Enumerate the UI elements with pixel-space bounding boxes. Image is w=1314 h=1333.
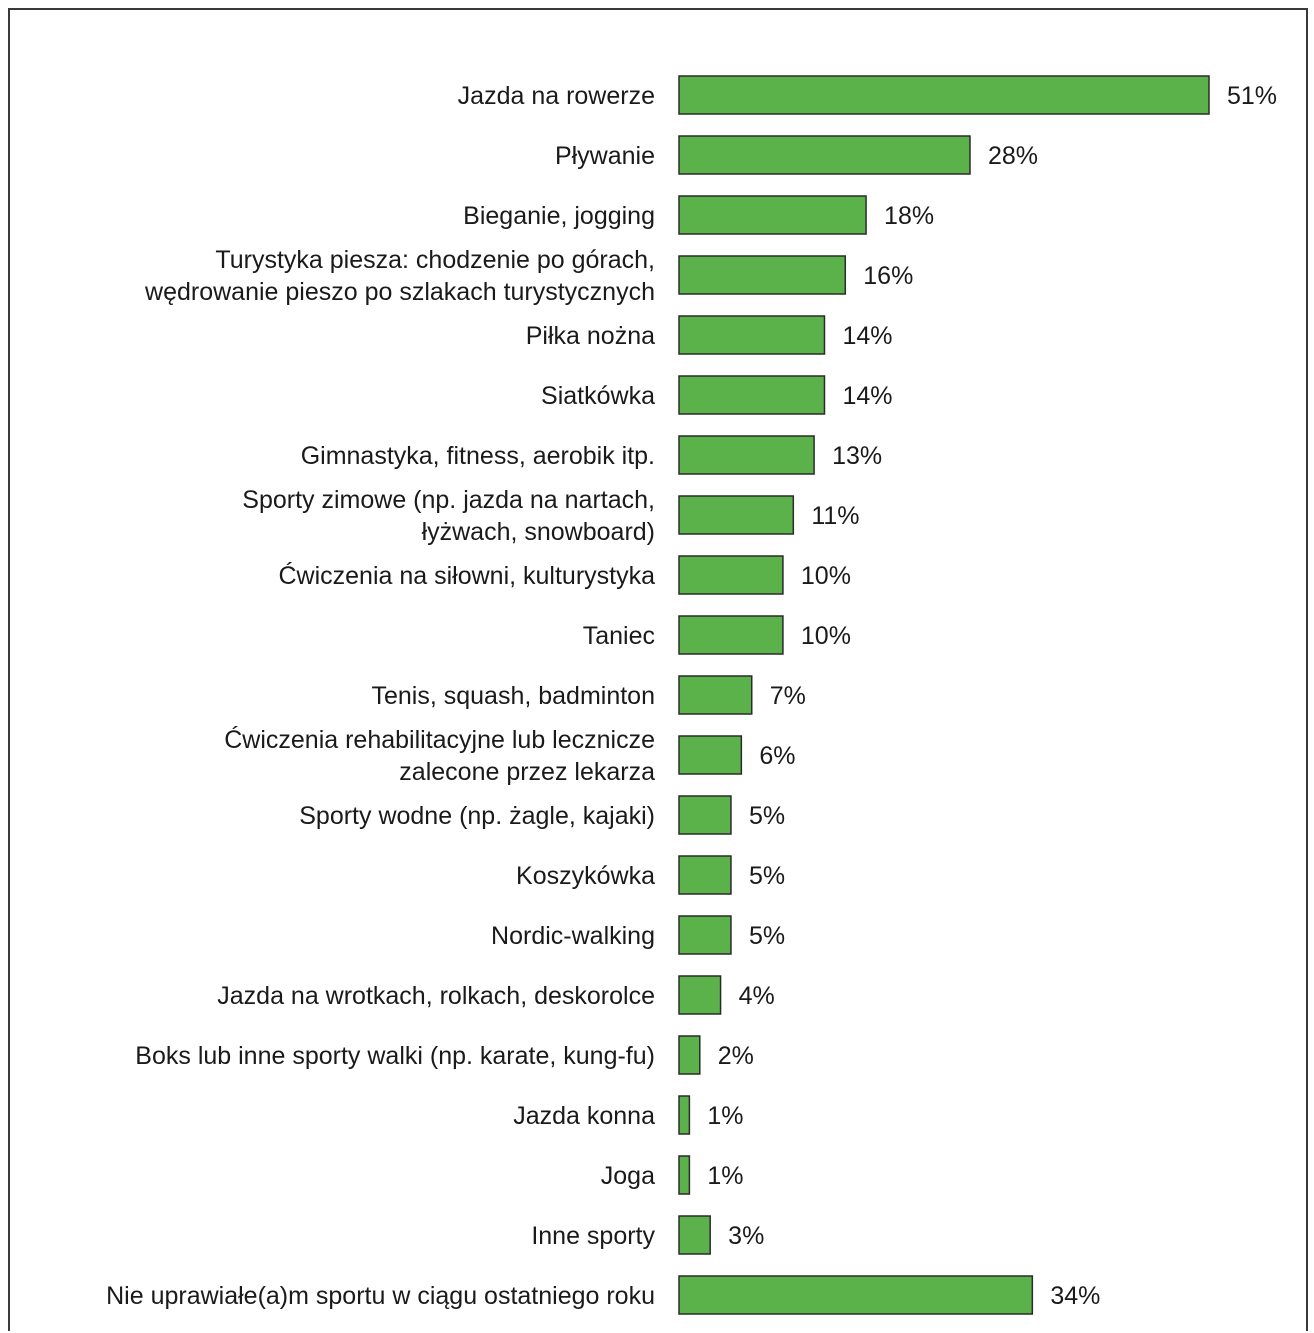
bar [678, 555, 784, 595]
category-label: Pływanie [555, 142, 655, 170]
category-label: Inne sporty [531, 1222, 655, 1250]
data-label: 18% [884, 202, 934, 230]
category-label: Turystyka piesza: chodzenie po górach, [215, 246, 655, 274]
bar [678, 795, 732, 835]
data-label: 7% [770, 682, 806, 710]
category-label: Piłka nożna [526, 322, 655, 350]
category-label: Boks lub inne sporty walki (np. karate, … [135, 1042, 655, 1070]
bar [678, 855, 732, 895]
data-label: 16% [863, 262, 913, 290]
bar [678, 195, 867, 235]
bar [678, 915, 732, 955]
bar [678, 75, 1210, 115]
category-label: Sporty zimowe (np. jazda na nartach, [242, 486, 655, 514]
category-label: Koszykówka [516, 862, 655, 890]
bar [678, 975, 722, 1015]
data-label: 1% [707, 1162, 743, 1190]
category-label: Sporty wodne (np. żagle, kajaki) [299, 802, 655, 830]
category-label: Jazda na wrotkach, rolkach, deskorolce [217, 982, 655, 1010]
bar [678, 735, 743, 775]
data-label: 28% [988, 142, 1038, 170]
data-label: 6% [759, 742, 795, 770]
bar [678, 1275, 1034, 1315]
bar [678, 255, 847, 295]
bar [678, 435, 815, 475]
data-label: 10% [801, 622, 851, 650]
category-label: Nordic-walking [491, 922, 655, 950]
data-label: 4% [739, 982, 775, 1010]
data-label: 5% [749, 862, 785, 890]
category-label: Ćwiczenia rehabilitacyjne lub lecznicze [224, 725, 655, 754]
data-label: 34% [1050, 1282, 1100, 1310]
category-label: Bieganie, jogging [463, 202, 655, 230]
bar [678, 135, 971, 175]
data-label: 11% [811, 502, 859, 530]
category-label: zalecone przez lekarza [399, 758, 655, 786]
category-label: Jazda na rowerze [458, 82, 655, 110]
bar [678, 1215, 711, 1255]
data-label: 13% [832, 442, 882, 470]
category-label: Gimnastyka, fitness, aerobik itp. [301, 442, 655, 470]
data-label: 5% [749, 802, 785, 830]
category-label: wędrowanie pieszo po szlakach turystyczn… [144, 278, 655, 306]
bar [678, 1095, 691, 1135]
category-label: Taniec [583, 622, 655, 650]
bar [678, 495, 795, 535]
bar [678, 1155, 691, 1195]
category-label: Ćwiczenia na siłowni, kulturystyka [278, 561, 655, 590]
category-label: Jazda konna [513, 1102, 655, 1130]
data-label: 1% [707, 1102, 743, 1130]
bar [678, 675, 753, 715]
category-label: Joga [601, 1162, 655, 1190]
bar [678, 375, 826, 415]
category-label: Nie uprawiałe(a)m sportu w ciągu ostatni… [106, 1282, 655, 1310]
chart-frame [8, 8, 1308, 1331]
bar [678, 1035, 701, 1075]
data-label: 3% [728, 1222, 764, 1250]
data-label: 14% [842, 322, 892, 350]
category-label: łyżwach, snowboard) [422, 518, 655, 546]
data-label: 14% [842, 382, 892, 410]
data-label: 51% [1227, 82, 1277, 110]
data-label: 10% [801, 562, 851, 590]
data-label: 2% [718, 1042, 754, 1070]
bar [678, 315, 826, 355]
data-label: 5% [749, 922, 785, 950]
category-label: Tenis, squash, badminton [371, 682, 655, 710]
category-label: Siatkówka [541, 382, 655, 410]
bar [678, 615, 784, 655]
